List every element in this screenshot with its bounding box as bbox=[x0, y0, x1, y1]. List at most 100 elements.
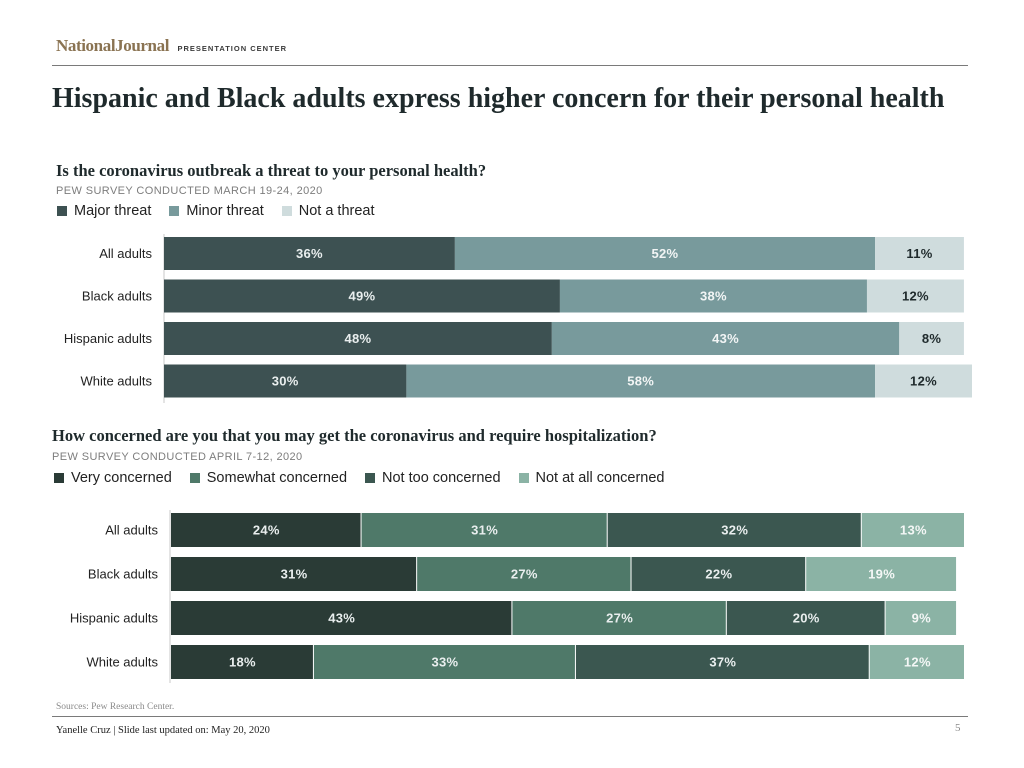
legend-label: Not at all concerned bbox=[535, 470, 665, 486]
legend-item-not-too-concerned: Not too concerned bbox=[365, 470, 501, 486]
bar-white-adults-not-at-all-concerned bbox=[869, 645, 964, 679]
legend-swatch-major-threat bbox=[57, 206, 67, 216]
chart1-question: Is the coronavirus outbreak a threat to … bbox=[56, 161, 487, 180]
chart1-personal-health-threat: All adults 36% 52% 11% Black adults 49% 38% 12%… bbox=[64, 234, 972, 403]
category-label-black-adults: Black adults bbox=[82, 289, 153, 304]
category-label-all-adults: All adults bbox=[99, 246, 152, 261]
legend-item-major-threat: Major threat bbox=[57, 203, 151, 219]
bar-hispanic-adults-very-concerned bbox=[171, 601, 512, 635]
bar-black-adults-not-too-concerned bbox=[631, 557, 806, 591]
bar-all-adults-not-at-all-concerned bbox=[861, 513, 964, 547]
bar-hispanic-adults-somewhat-concerned bbox=[512, 601, 726, 635]
category-label-hispanic-adults: Hispanic adults bbox=[70, 611, 159, 626]
logo-wordmark: NationalJournal bbox=[56, 36, 170, 55]
bar-black-adults-somewhat-concerned bbox=[417, 557, 631, 591]
legend-swatch-somewhat-concerned bbox=[189, 473, 200, 483]
legend-item-somewhat-concerned: Somewhat concerned bbox=[189, 470, 348, 486]
data-label-white-adults-somewhat-concerned: 33% bbox=[431, 655, 458, 670]
data-label-hispanic-adults-somewhat-concerned: 27% bbox=[606, 611, 633, 626]
data-label-all-adults-very-concerned: 24% bbox=[253, 523, 280, 538]
data-label-black-adults-very-concerned: 31% bbox=[281, 567, 308, 582]
data-label-white-adults-minor-threat: 58% bbox=[627, 374, 654, 389]
bar-hispanic-adults-major-threat bbox=[164, 322, 552, 355]
category-label-all-adults: All adults bbox=[105, 523, 158, 538]
data-label-white-adults-not-at-all-concerned: 12% bbox=[904, 655, 931, 670]
footer-credit: Yanelle Cruz | Slide last updated on: Ma… bbox=[56, 725, 270, 736]
bar-black-adults-major-threat bbox=[164, 279, 560, 313]
bar-white-adults-not-too-concerned bbox=[575, 645, 869, 679]
chart2-legend: Very concerned Somewhat concerned Not too … bbox=[54, 470, 682, 486]
bar-hispanic-adults-minor-threat bbox=[551, 322, 900, 355]
logo-subtitle: PRESENTATION CENTER bbox=[177, 44, 288, 53]
bar-white-adults-minor-threat bbox=[406, 364, 876, 398]
sources-note: Sources: Pew Research Center. bbox=[56, 702, 175, 712]
data-label-black-adults-not-a-threat: 12% bbox=[902, 289, 929, 304]
bar-all-adults-somewhat-concerned bbox=[361, 513, 607, 547]
legend-item-not-a-threat: Not a threat bbox=[281, 203, 375, 219]
legend-swatch-not-a-threat bbox=[281, 206, 292, 216]
bar-hispanic-adults-not-a-threat bbox=[899, 322, 964, 355]
legend-label: Major threat bbox=[74, 203, 152, 219]
bar-all-adults-not-too-concerned bbox=[607, 513, 861, 547]
data-label-hispanic-adults-not-at-all-concerned: 9% bbox=[912, 611, 932, 626]
legend-swatch-minor-threat bbox=[169, 206, 180, 216]
legend-item-minor-threat: Minor threat bbox=[169, 203, 264, 219]
data-label-all-adults-somewhat-concerned: 31% bbox=[471, 523, 498, 538]
data-label-black-adults-minor-threat: 38% bbox=[700, 289, 727, 304]
data-label-hispanic-adults-not-a-threat: 8% bbox=[922, 331, 942, 346]
legend-swatch-not-too-concerned bbox=[365, 473, 376, 483]
bar-black-adults-very-concerned bbox=[171, 557, 417, 591]
data-label-black-adults-major-threat: 49% bbox=[348, 289, 375, 304]
chart1-legend: Major threat Minor threat Not a threat bbox=[57, 203, 393, 219]
bar-white-adults-somewhat-concerned bbox=[313, 645, 575, 679]
bar-hispanic-adults-not-at-all-concerned bbox=[885, 601, 957, 635]
legend-label: Very concerned bbox=[71, 470, 172, 486]
bar-white-adults-very-concerned bbox=[171, 645, 313, 679]
legend-item-not-at-all-concerned: Not at all concerned bbox=[518, 470, 665, 486]
category-label-white-adults: White adults bbox=[86, 655, 158, 670]
bar-hispanic-adults-not-too-concerned bbox=[726, 601, 885, 635]
slide-title: Hispanic and Black adults express higher… bbox=[52, 83, 945, 114]
data-label-black-adults-somewhat-concerned: 27% bbox=[511, 567, 538, 582]
data-label-hispanic-adults-not-too-concerned: 20% bbox=[793, 611, 820, 626]
legend-label: Not a threat bbox=[298, 203, 375, 219]
data-label-all-adults-not-at-all-concerned: 13% bbox=[900, 523, 927, 538]
bar-all-adults-not-a-threat bbox=[875, 237, 964, 270]
category-label-black-adults: Black adults bbox=[88, 567, 159, 582]
bar-all-adults-minor-threat bbox=[454, 237, 876, 270]
category-label-white-adults: White adults bbox=[80, 374, 152, 389]
data-label-black-adults-not-at-all-concerned: 19% bbox=[868, 567, 895, 582]
bar-all-adults-major-threat bbox=[164, 237, 455, 270]
chart1-survey-note: PEW SURVEY CONDUCTED MARCH 19-24, 2020 bbox=[56, 185, 323, 197]
bar-white-adults-not-a-threat bbox=[875, 364, 972, 398]
bar-white-adults-major-threat bbox=[164, 364, 407, 398]
footer-divider bbox=[52, 716, 968, 717]
bar-black-adults-minor-threat bbox=[559, 279, 867, 313]
chart2-question: How concerned are you that you may get t… bbox=[52, 426, 657, 445]
legend-label: Not too concerned bbox=[382, 470, 501, 486]
data-label-white-adults-major-threat: 30% bbox=[272, 374, 299, 389]
legend-label: Minor threat bbox=[186, 203, 264, 219]
national-journal-logo: NationalJournal PRESENTATION CENTER bbox=[56, 36, 287, 56]
data-label-black-adults-not-too-concerned: 22% bbox=[705, 567, 732, 582]
legend-label: Somewhat concerned bbox=[206, 470, 348, 486]
category-label-hispanic-adults: Hispanic adults bbox=[64, 331, 153, 346]
data-label-white-adults-not-a-threat: 12% bbox=[910, 374, 937, 389]
bar-black-adults-not-a-threat bbox=[866, 279, 964, 313]
data-label-hispanic-adults-minor-threat: 43% bbox=[712, 331, 739, 346]
legend-swatch-very-concerned bbox=[54, 473, 64, 483]
data-label-white-adults-not-too-concerned: 37% bbox=[709, 655, 736, 670]
bar-black-adults-not-at-all-concerned bbox=[806, 557, 957, 591]
data-label-white-adults-very-concerned: 18% bbox=[229, 655, 256, 670]
chart2-hospitalization-concern: All adults 24% 31% 32% 13% Black adults 31% 27%… bbox=[70, 510, 964, 683]
data-label-all-adults-major-threat: 36% bbox=[296, 246, 323, 261]
bar-all-adults-very-concerned bbox=[171, 513, 361, 547]
data-label-hispanic-adults-major-threat: 48% bbox=[344, 331, 371, 346]
data-label-all-adults-minor-threat: 52% bbox=[651, 246, 678, 261]
legend-item-very-concerned: Very concerned bbox=[54, 470, 172, 486]
data-label-all-adults-not-a-threat: 11% bbox=[906, 246, 932, 261]
page-number: 5 bbox=[955, 722, 961, 734]
data-label-hispanic-adults-very-concerned: 43% bbox=[328, 611, 355, 626]
data-label-all-adults-not-too-concerned: 32% bbox=[721, 523, 748, 538]
chart2-survey-note: PEW SURVEY CONDUCTED APRIL 7-12, 2020 bbox=[52, 451, 303, 463]
